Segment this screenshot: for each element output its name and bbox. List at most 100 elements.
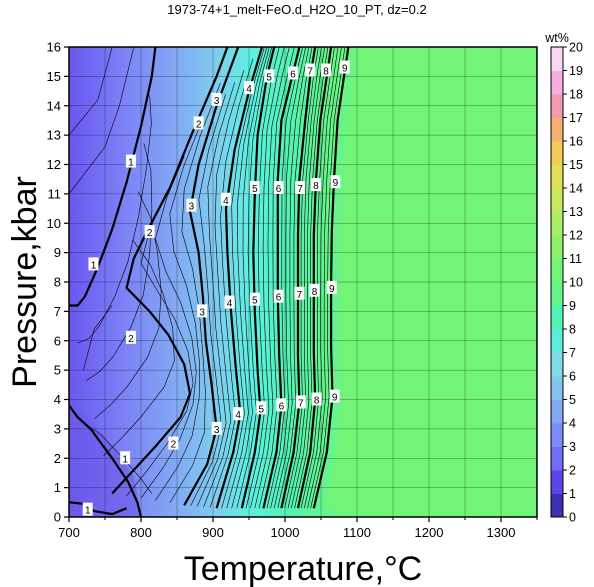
colorbar-segment bbox=[551, 352, 563, 377]
colorbar-segment bbox=[551, 211, 563, 236]
minor-contour bbox=[126, 192, 194, 497]
major-contours bbox=[69, 47, 350, 517]
colorbar-tick-label: 18 bbox=[569, 88, 583, 102]
contour-label: 5 bbox=[252, 184, 258, 195]
colorbar-segment bbox=[551, 305, 563, 330]
contour-label: 4 bbox=[223, 196, 229, 207]
y-tick-label: 14 bbox=[47, 98, 61, 113]
minor-contour bbox=[304, 47, 339, 509]
minor-contours bbox=[69, 47, 346, 509]
x-tick-label: 900 bbox=[202, 525, 224, 540]
colorbar-tick-label: 19 bbox=[569, 64, 583, 78]
contour-label-bg bbox=[224, 295, 235, 309]
y-tick-label: 0 bbox=[54, 510, 61, 525]
contour-label: 7 bbox=[307, 67, 313, 78]
contour-label: 1 bbox=[91, 260, 97, 271]
contour-label-bg bbox=[125, 330, 136, 344]
colorbar-segment bbox=[551, 446, 563, 471]
minor-contour bbox=[196, 82, 235, 507]
y-tick-label: 7 bbox=[54, 304, 61, 319]
x-tick-label: 1200 bbox=[415, 525, 444, 540]
contour-label-bg bbox=[339, 60, 350, 74]
colorbar-segment bbox=[551, 94, 563, 118]
minor-contour bbox=[221, 47, 265, 509]
colorbar-segment bbox=[551, 235, 563, 259]
colorbar-segment bbox=[551, 117, 563, 142]
contour-1-low bbox=[69, 404, 143, 517]
contour-label-bg bbox=[211, 92, 222, 106]
contour-label-bg bbox=[244, 81, 254, 95]
contour-3 bbox=[183, 47, 240, 506]
minor-contour bbox=[291, 47, 325, 509]
y-tick-label: 12 bbox=[47, 157, 61, 172]
colorbar-tick-label: 10 bbox=[569, 276, 583, 290]
y-tick-label: 15 bbox=[47, 69, 61, 84]
minor-contour bbox=[273, 47, 310, 509]
colorbar-tick-label: 5 bbox=[569, 393, 576, 407]
y-axis-label: Pressure,kbar bbox=[6, 176, 44, 388]
y-tick-label: 8 bbox=[54, 275, 61, 290]
minor-contour bbox=[236, 47, 273, 509]
contour-label: 7 bbox=[297, 184, 303, 195]
contour-label-bg bbox=[233, 407, 244, 421]
minor-contour bbox=[86, 143, 153, 381]
minor-contour bbox=[254, 47, 290, 509]
contour-label-bg bbox=[305, 63, 316, 77]
contour-label-bg bbox=[82, 502, 93, 516]
contour-label-bg bbox=[295, 181, 306, 194]
contour-label-bg bbox=[220, 192, 231, 206]
colorbar-tick-label: 12 bbox=[569, 229, 583, 243]
colorbar-tick-label: 14 bbox=[569, 182, 583, 196]
minor-contour bbox=[203, 70, 245, 508]
contour-label: 2 bbox=[147, 228, 153, 239]
x-axis-label: Temperature,°C bbox=[184, 550, 422, 587]
colorbar-tick-label: 3 bbox=[569, 440, 576, 454]
minor-contour bbox=[103, 239, 175, 457]
contour-label: 4 bbox=[235, 410, 241, 421]
contour-label: 6 bbox=[279, 401, 285, 412]
contour-label-bg bbox=[321, 63, 332, 77]
contour-label-bg bbox=[249, 292, 260, 306]
colorbar-tick-label: 4 bbox=[569, 417, 576, 431]
colorbar-tick-label: 0 bbox=[569, 511, 576, 525]
contour-label: 2 bbox=[196, 119, 202, 130]
contour-1-low-bottom bbox=[69, 501, 128, 516]
minor-contour bbox=[83, 305, 113, 371]
contour-label-bg bbox=[309, 283, 320, 297]
x-axis-ticks: 700 800 900 1000 1100 1200 1300 bbox=[58, 517, 538, 540]
minor-contour bbox=[209, 58, 254, 508]
contour-label-bg bbox=[256, 401, 267, 415]
contour-label: 4 bbox=[246, 84, 252, 95]
minor-contour bbox=[307, 47, 342, 509]
contour-label: 9 bbox=[332, 393, 338, 404]
minor-contour bbox=[270, 47, 306, 509]
minor-contour bbox=[69, 47, 113, 136]
colorbar-label: wt% bbox=[544, 31, 569, 45]
minor-contour bbox=[155, 119, 203, 501]
colorbar-tick-label: 15 bbox=[569, 158, 583, 172]
minor-contour bbox=[266, 47, 303, 509]
contour-label: 3 bbox=[189, 202, 195, 213]
contour-label: 3 bbox=[214, 96, 220, 107]
contour-label-bg bbox=[249, 181, 260, 194]
contour-label-bg bbox=[197, 304, 208, 318]
y-tick-label: 13 bbox=[47, 128, 61, 143]
minor-contour bbox=[277, 47, 313, 509]
colorbar-segment bbox=[551, 329, 563, 353]
contour-label: 8 bbox=[312, 287, 318, 298]
contour-label-bg bbox=[310, 178, 321, 192]
colorbar-segment bbox=[551, 399, 563, 424]
colorbar-tick-label: 20 bbox=[569, 41, 583, 55]
colorbar-tick-label: 13 bbox=[569, 205, 583, 219]
contour-label: 5 bbox=[252, 296, 258, 307]
colorbar-tick-label: 7 bbox=[569, 346, 576, 360]
contour-label: 4 bbox=[227, 299, 233, 310]
contour-label-bg bbox=[294, 286, 305, 300]
contour-4 bbox=[215, 47, 264, 509]
chart-title: 1973-74+1_melt-FeO.d_H2O_10_PT, dz=0.2 bbox=[167, 2, 426, 17]
contour-label: 6 bbox=[290, 69, 296, 80]
minor-contour bbox=[226, 47, 268, 509]
y-tick-label: 11 bbox=[48, 186, 62, 201]
